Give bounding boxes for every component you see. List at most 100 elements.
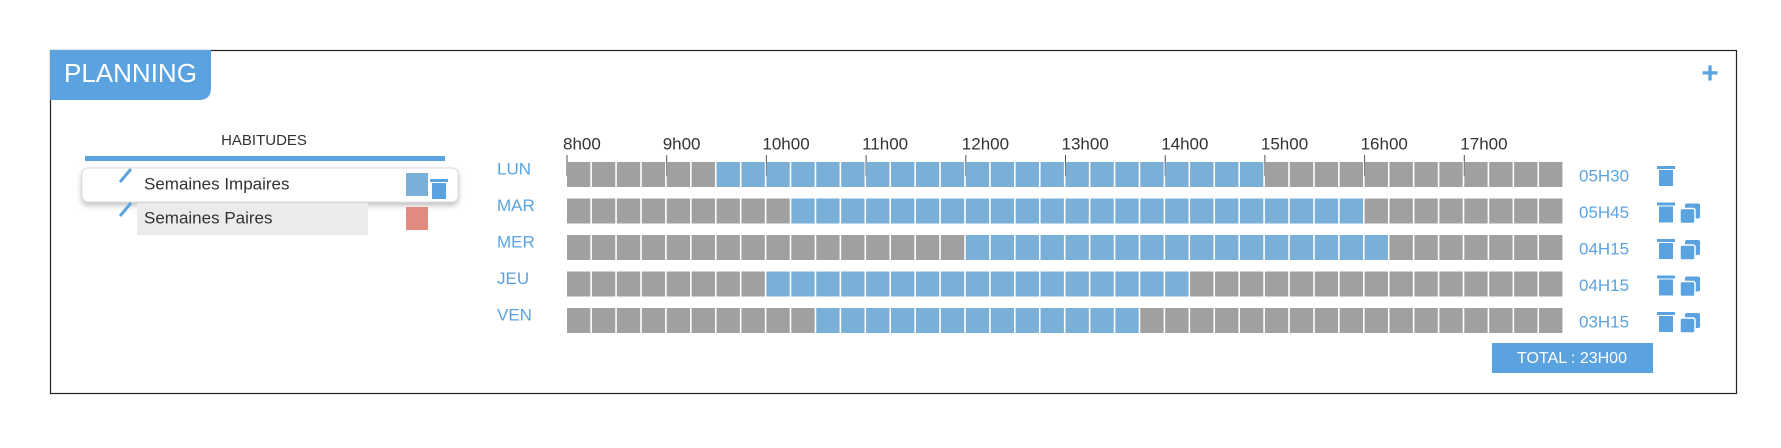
trash-body[interactable] bbox=[1659, 279, 1673, 296]
slot[interactable] bbox=[766, 235, 790, 260]
trash-lid[interactable] bbox=[1657, 312, 1675, 315]
slot-active[interactable] bbox=[891, 162, 915, 187]
slot-active[interactable] bbox=[816, 271, 840, 297]
slot[interactable] bbox=[567, 308, 591, 333]
slot-active[interactable] bbox=[1339, 235, 1363, 260]
slot[interactable] bbox=[691, 162, 715, 187]
habit-row-selected[interactable] bbox=[81, 167, 459, 203]
slot[interactable] bbox=[1439, 235, 1463, 260]
slot[interactable] bbox=[1514, 271, 1538, 297]
habit-label[interactable]: Semaines Paires bbox=[144, 208, 273, 227]
slot[interactable] bbox=[567, 235, 591, 260]
slot-active[interactable] bbox=[1015, 198, 1039, 224]
trash-lid[interactable] bbox=[1657, 166, 1675, 169]
trash-body[interactable] bbox=[1659, 243, 1673, 259]
slot-active[interactable] bbox=[1339, 198, 1363, 224]
slot[interactable] bbox=[1389, 162, 1413, 187]
slot[interactable] bbox=[591, 308, 616, 333]
slot-active[interactable] bbox=[1065, 235, 1089, 260]
slot-active[interactable] bbox=[1065, 162, 1089, 187]
slot-active[interactable] bbox=[1065, 271, 1089, 297]
copy-front[interactable] bbox=[1679, 317, 1696, 334]
slot[interactable] bbox=[666, 198, 691, 224]
slot-active[interactable] bbox=[1190, 162, 1214, 187]
slot-active[interactable] bbox=[1264, 235, 1289, 260]
slot[interactable] bbox=[1215, 271, 1239, 297]
slot[interactable] bbox=[1264, 308, 1289, 333]
slot[interactable] bbox=[741, 235, 765, 260]
trash-body[interactable] bbox=[1659, 316, 1673, 332]
slot[interactable] bbox=[1514, 308, 1538, 333]
slot-active[interactable] bbox=[891, 308, 915, 333]
slot-active[interactable] bbox=[866, 162, 890, 187]
slot[interactable] bbox=[741, 271, 765, 297]
slot[interactable] bbox=[1190, 271, 1214, 297]
slot[interactable] bbox=[915, 235, 940, 260]
slot[interactable] bbox=[1239, 308, 1264, 333]
slot-active[interactable] bbox=[1239, 162, 1264, 187]
slot[interactable] bbox=[1389, 198, 1413, 224]
copy-front[interactable] bbox=[1679, 244, 1696, 261]
slot[interactable] bbox=[1489, 198, 1513, 224]
slot[interactable] bbox=[716, 308, 740, 333]
slot[interactable] bbox=[666, 308, 691, 333]
slot[interactable] bbox=[841, 235, 865, 260]
slot-active[interactable] bbox=[1115, 198, 1139, 224]
slot[interactable] bbox=[1414, 198, 1438, 224]
slot[interactable] bbox=[1414, 308, 1438, 333]
slot[interactable] bbox=[1414, 162, 1438, 187]
trash-lid[interactable] bbox=[1657, 202, 1675, 206]
slot[interactable] bbox=[1364, 308, 1388, 333]
slot[interactable] bbox=[567, 271, 591, 297]
slot-active[interactable] bbox=[1015, 162, 1039, 187]
slot-active[interactable] bbox=[1190, 235, 1214, 260]
slot-active[interactable] bbox=[990, 235, 1015, 260]
slot-active[interactable] bbox=[1090, 162, 1114, 187]
slot[interactable] bbox=[641, 235, 666, 260]
slot[interactable] bbox=[816, 235, 840, 260]
slot-active[interactable] bbox=[841, 198, 865, 224]
slot[interactable] bbox=[1464, 235, 1488, 260]
add-button[interactable]: + bbox=[1701, 57, 1719, 90]
slot[interactable] bbox=[616, 235, 641, 260]
slot[interactable] bbox=[741, 198, 765, 224]
slot-active[interactable] bbox=[965, 198, 990, 224]
slot-active[interactable] bbox=[841, 271, 865, 297]
slot-active[interactable] bbox=[1015, 308, 1039, 333]
slot-active[interactable] bbox=[1115, 308, 1139, 333]
slot[interactable] bbox=[1364, 271, 1388, 297]
slot-active[interactable] bbox=[915, 198, 940, 224]
slot-active[interactable] bbox=[965, 271, 990, 297]
slot[interactable] bbox=[940, 235, 965, 260]
slot-active[interactable] bbox=[990, 308, 1015, 333]
slot-active[interactable] bbox=[965, 308, 990, 333]
slot[interactable] bbox=[1339, 271, 1363, 297]
slot[interactable] bbox=[1389, 235, 1413, 260]
slot[interactable] bbox=[716, 198, 740, 224]
slot[interactable] bbox=[691, 198, 715, 224]
slot-active[interactable] bbox=[965, 235, 990, 260]
habit-label[interactable]: Semaines Impaires bbox=[144, 174, 290, 193]
slot[interactable] bbox=[666, 235, 691, 260]
slot-active[interactable] bbox=[1115, 162, 1139, 187]
trash-lid[interactable] bbox=[1657, 239, 1675, 242]
slot-active[interactable] bbox=[940, 271, 965, 297]
slot[interactable] bbox=[891, 235, 915, 260]
habit-color[interactable] bbox=[406, 207, 428, 230]
slot[interactable] bbox=[616, 198, 641, 224]
slot[interactable] bbox=[616, 162, 641, 187]
slot-active[interactable] bbox=[1065, 198, 1089, 224]
slot[interactable] bbox=[1389, 308, 1413, 333]
slot-active[interactable] bbox=[1289, 198, 1314, 224]
slot-active[interactable] bbox=[1140, 235, 1164, 260]
slot-active[interactable] bbox=[716, 162, 740, 187]
trash-body[interactable] bbox=[1659, 206, 1673, 223]
slot-active[interactable] bbox=[990, 271, 1015, 297]
slot[interactable] bbox=[1439, 162, 1463, 187]
slot[interactable] bbox=[1414, 235, 1438, 260]
slot[interactable] bbox=[1364, 162, 1388, 187]
edit-icon[interactable] bbox=[118, 202, 133, 217]
slot[interactable] bbox=[1264, 162, 1289, 187]
slot[interactable] bbox=[641, 198, 666, 224]
slot-active[interactable] bbox=[766, 271, 790, 297]
